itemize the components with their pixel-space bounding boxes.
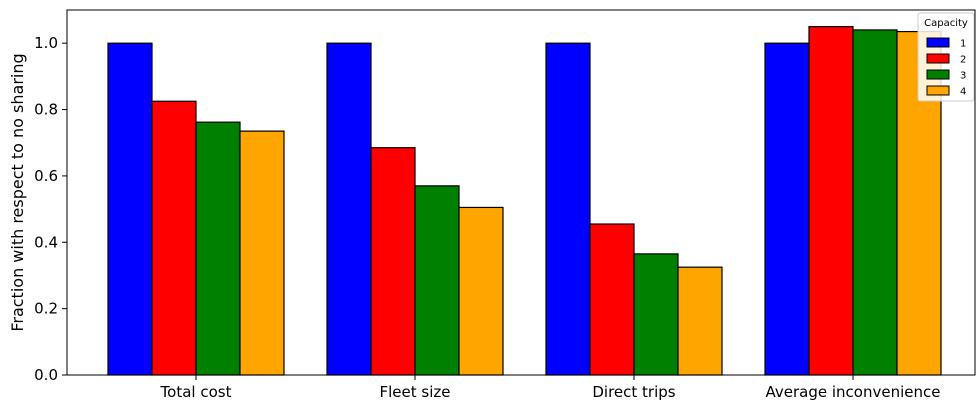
legend-label-capacity-2: 2 [960, 55, 966, 66]
y-tick-label: 1.0 [34, 34, 58, 52]
y-tick-label: 0.2 [34, 300, 58, 318]
bar-total-cost-capacity-2 [151, 100, 197, 376]
bar-average-inconvenience-capacity-2 [808, 25, 854, 376]
x-tick-label: Direct trips [592, 383, 675, 401]
bar-fleet-size-capacity-4 [458, 206, 504, 376]
bar-direct-trips-capacity-3 [633, 253, 679, 376]
bar-average-inconvenience-capacity-3 [852, 29, 898, 376]
legend-swatch-capacity-2 [926, 53, 950, 64]
x-tick-label: Average inconvenience [766, 383, 941, 401]
legend-label-capacity-3: 3 [960, 71, 966, 82]
bar-total-cost-capacity-4 [239, 130, 285, 376]
bar-direct-trips-capacity-1 [545, 42, 591, 376]
axes-group: 0.0 0.2 0.4 0.6 0.8 1.0 Total cost Fleet size Di… [8, 9, 976, 401]
x-tick-label: Total cost [160, 383, 232, 401]
y-axis-label: Fraction with respect to no sharing [8, 53, 27, 331]
legend-swatch-capacity-4 [926, 85, 950, 96]
bar-fleet-size-capacity-2 [370, 147, 416, 376]
y-tick-label: 0.6 [34, 167, 58, 185]
bars-group [107, 25, 942, 376]
bar-average-inconvenience-capacity-1 [764, 42, 810, 376]
plot-frame [66, 9, 976, 376]
y-tick-label: 0.8 [34, 101, 58, 119]
y-tick-label: 0.4 [34, 233, 58, 251]
bar-direct-trips-capacity-2 [589, 223, 635, 376]
legend: Capacity 1 2 3 4 [917, 12, 975, 102]
bar-total-cost-capacity-1 [107, 42, 153, 376]
legend-swatch-capacity-1 [926, 37, 950, 48]
bar-fleet-size-capacity-3 [414, 185, 460, 376]
bar-fleet-size-capacity-1 [326, 42, 372, 376]
legend-title: Capacity [924, 18, 968, 29]
legend-label-capacity-4: 4 [960, 87, 966, 98]
y-tick-label: 0.0 [34, 366, 58, 384]
legend-label-capacity-1: 1 [960, 39, 966, 50]
bar-direct-trips-capacity-4 [677, 266, 723, 376]
bar-total-cost-capacity-3 [195, 121, 241, 376]
x-tick-label: Fleet size [380, 383, 451, 401]
legend-swatch-capacity-3 [926, 69, 950, 80]
